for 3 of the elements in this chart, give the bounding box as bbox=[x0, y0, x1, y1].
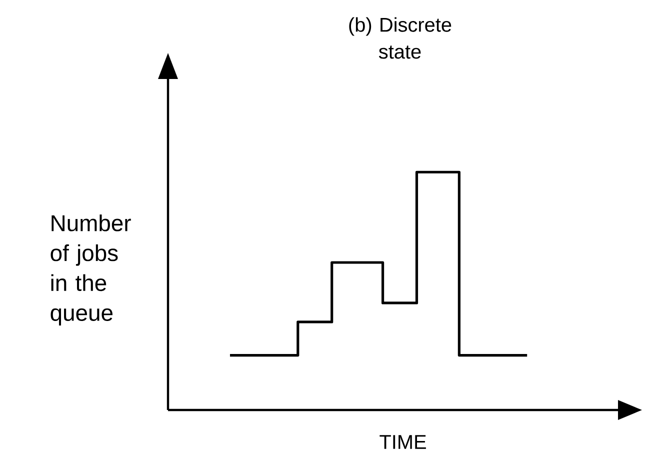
y-axis-title: Number of jobs in the queue bbox=[50, 214, 131, 326]
x-axis-title: TIME bbox=[380, 435, 426, 449]
chart-title: (b) Discrete state bbox=[349, 17, 452, 59]
